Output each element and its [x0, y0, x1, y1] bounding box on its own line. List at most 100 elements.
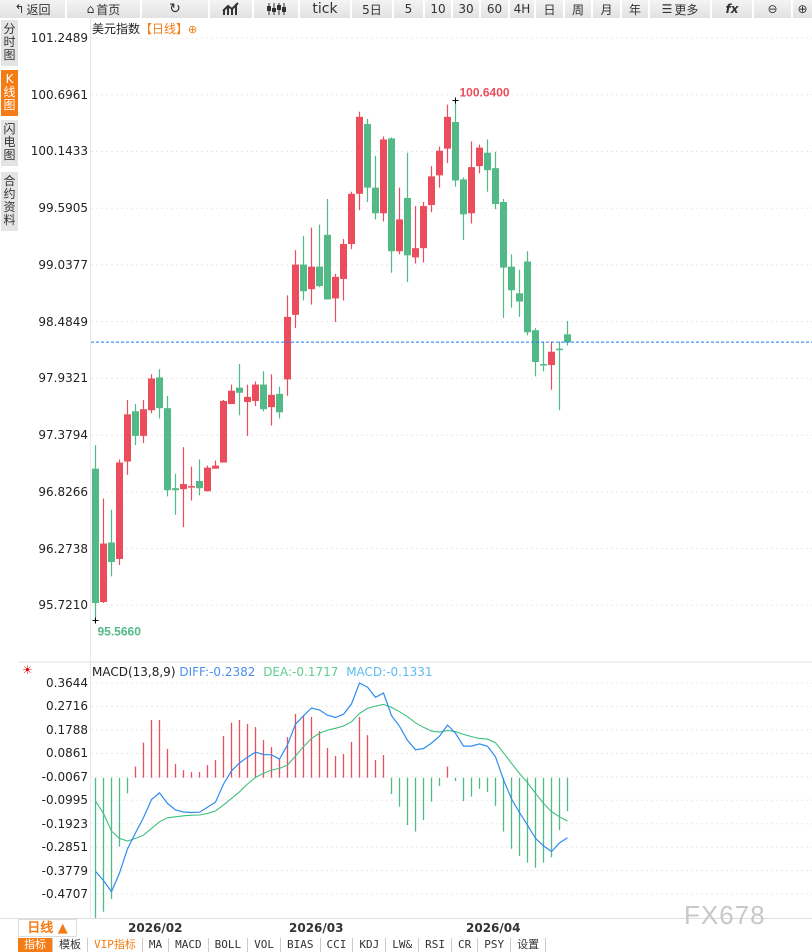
tab-flash-chart[interactable]: 闪电图 [1, 120, 18, 166]
candlestick-button[interactable] [254, 0, 300, 18]
side-tabs: 分时图 K线图 闪电图 合约资料 [0, 18, 18, 918]
candle-body [324, 234, 331, 300]
home-button[interactable]: ⌂ 首页 [67, 0, 142, 18]
period-selector-button[interactable]: 日线 ▲ [18, 919, 77, 937]
candle [148, 374, 155, 414]
month-button[interactable]: 月 [593, 0, 622, 18]
day-button[interactable]: 日 [536, 0, 565, 18]
dea-line [95, 703, 568, 842]
candle-body [508, 266, 515, 291]
candle-body [460, 179, 467, 215]
indicator-tabs: 指标 模板 VIP指标 MA MACD BOLL VOL BIAS CCI KDJ LW& RSI CR… [18, 938, 547, 952]
indicator-tab[interactable]: 设置 [511, 938, 547, 952]
candle [156, 369, 163, 419]
candle [548, 341, 555, 390]
candle-body [268, 394, 275, 408]
date-axis [0, 918, 812, 937]
candle-body [532, 330, 539, 363]
indicator-settings-icon[interactable]: ☀ [22, 663, 33, 677]
candle [132, 404, 139, 446]
indicator-tab[interactable]: BOLL [208, 938, 249, 952]
candle-body [540, 364, 547, 366]
macd-tick-label: 0.1788 [46, 722, 88, 737]
more-button[interactable]: ☰ 更多 [650, 0, 712, 18]
macd-tick-label: -0.3779 [41, 863, 88, 878]
candle-body [284, 316, 291, 380]
candle [316, 224, 323, 288]
indicator-tab[interactable]: RSI [419, 938, 452, 952]
macd-tick-label: -0.2851 [41, 840, 88, 855]
diff-value: DIFF:-0.2382 [179, 665, 256, 679]
refresh-button[interactable]: ↻ [142, 0, 210, 18]
price-tick-label: 99.5905 [38, 201, 88, 216]
zoom-in-button[interactable]: ⊕ [793, 0, 812, 18]
candle-body [260, 384, 267, 410]
candle-body [308, 266, 315, 290]
indicator-tab[interactable]: VIP指标 [88, 938, 143, 952]
price-tick-label: 96.8266 [38, 484, 88, 499]
candle [140, 399, 147, 444]
tab-contract-info[interactable]: 合约资料 [1, 172, 18, 231]
candle [212, 460, 219, 469]
candle [388, 137, 395, 273]
candle-body [564, 334, 571, 343]
macd-value: MACD:-0.1331 [346, 665, 433, 679]
indicator-tab[interactable]: BIAS [281, 938, 321, 952]
zoom-out-button[interactable]: ⊖ [754, 0, 793, 18]
macd-tick-label: 0.0861 [46, 746, 88, 761]
indicator-tab[interactable]: LW& [386, 938, 420, 952]
indicator-tab[interactable]: MA [142, 938, 170, 952]
candle [276, 386, 283, 419]
candle [116, 459, 123, 566]
candle-body [516, 293, 523, 302]
indicator-tab[interactable]: PSY [478, 938, 512, 952]
5min-button[interactable]: 5 [394, 0, 425, 18]
candle-body [244, 396, 251, 403]
indicator-tab[interactable]: 指标 [18, 938, 53, 952]
bar-chart-icon [222, 2, 239, 15]
home-icon: ⌂ [86, 2, 95, 16]
indicator-tab[interactable]: KDJ [353, 938, 387, 952]
indicator-tab[interactable]: MACD [169, 938, 209, 952]
candle [500, 198, 507, 318]
candle-body [348, 193, 355, 245]
candle [484, 139, 491, 192]
tick-button[interactable]: tick [300, 0, 352, 18]
10min-button[interactable]: 10 [425, 0, 453, 18]
tab-timeshare[interactable]: 分时图 [1, 20, 18, 66]
candle-body [132, 411, 139, 436]
formula-button[interactable]: fx [712, 0, 754, 18]
candle-body [156, 377, 163, 409]
price-tick-label: 100.1433 [30, 144, 88, 159]
zoom-in-icon: ⊕ [797, 2, 808, 16]
candle [348, 191, 355, 250]
candle-body [412, 248, 419, 258]
indicator-tab[interactable]: 模板 [53, 938, 88, 952]
candle [108, 509, 115, 577]
indicator-tab[interactable]: VOL [248, 938, 281, 952]
back-button[interactable]: ↰ 返回 [0, 0, 67, 18]
week-button[interactable]: 周 [565, 0, 593, 18]
indicator-tab[interactable]: CCI [320, 938, 354, 952]
macd-title: MACD(13,8,9) [92, 665, 176, 679]
indicator-chart-button[interactable] [210, 0, 254, 18]
high-marker-icon [452, 97, 459, 104]
indicator-tab[interactable]: CR [452, 938, 479, 952]
30min-button[interactable]: 30 [453, 0, 481, 18]
60min-button[interactable]: 60 [481, 0, 510, 18]
candlestick-icon [267, 3, 286, 15]
tab-kline[interactable]: K线图 [1, 70, 18, 116]
candle-body [340, 244, 347, 279]
candle [460, 177, 467, 240]
candle-body [444, 116, 451, 149]
4h-button[interactable]: 4H [510, 0, 536, 18]
year-button[interactable]: 年 [622, 0, 650, 18]
add-indicator-icon[interactable]: ⊕ [188, 23, 198, 36]
low-marker-icon [92, 617, 99, 624]
5day-button[interactable]: 5日 [352, 0, 394, 18]
macd-tick-label: -0.1923 [41, 816, 88, 831]
candle-body [196, 480, 203, 489]
candle [244, 384, 251, 436]
candle [180, 447, 187, 528]
